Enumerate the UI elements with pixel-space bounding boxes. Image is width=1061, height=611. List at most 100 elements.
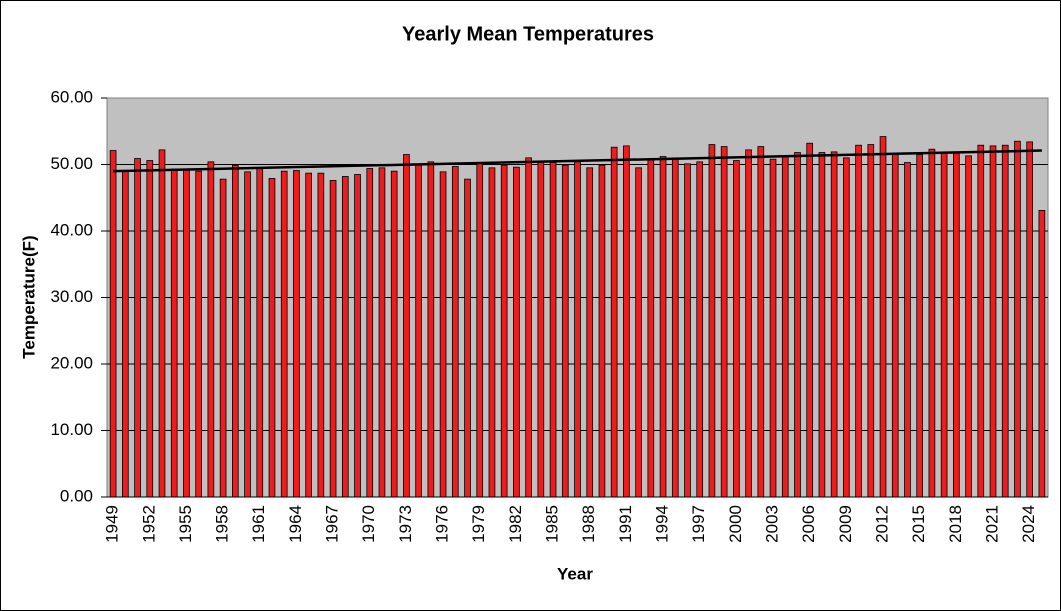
bar <box>623 145 630 498</box>
bar <box>818 152 826 498</box>
y-tick-label: 10.00 <box>50 420 93 439</box>
x-axis-label: Year <box>557 564 593 583</box>
bar <box>451 166 459 498</box>
bar <box>231 164 239 498</box>
x-tick-label: 1988 <box>579 505 598 543</box>
bar <box>207 161 215 498</box>
bar <box>794 152 801 498</box>
bar <box>696 161 704 498</box>
bar <box>427 161 435 498</box>
bar <box>1014 140 1021 498</box>
x-tick-label: 1970 <box>359 505 378 543</box>
bar <box>745 149 752 498</box>
bar <box>341 176 349 498</box>
x-tick-label: 1955 <box>176 505 195 543</box>
x-tick-label: 1976 <box>433 505 452 543</box>
x-tick-label: 2018 <box>946 505 965 543</box>
bar <box>757 146 765 498</box>
bar <box>415 164 422 498</box>
bar <box>183 168 190 498</box>
bar <box>366 168 374 498</box>
bar <box>671 157 679 498</box>
bar <box>647 158 655 498</box>
bar <box>989 145 997 498</box>
bar <box>806 142 814 498</box>
x-tick-label: 1961 <box>249 505 268 543</box>
bar <box>329 180 337 498</box>
bar <box>134 158 141 498</box>
bar <box>855 144 862 498</box>
bar <box>390 170 398 498</box>
x-tick-label: 2012 <box>873 505 892 543</box>
bar <box>720 146 728 498</box>
bar <box>965 155 972 498</box>
bar <box>867 144 875 498</box>
bar <box>561 164 569 498</box>
x-tick-label: 1997 <box>689 505 708 543</box>
bar <box>488 167 496 498</box>
chart-title: Yearly Mean Temperatures <box>402 23 654 45</box>
bar <box>464 178 471 498</box>
bar <box>977 144 985 498</box>
bar <box>598 164 606 498</box>
bar <box>891 154 899 498</box>
bar <box>439 171 447 498</box>
x-tick-label: 1982 <box>506 505 525 543</box>
bar <box>769 158 777 498</box>
bar <box>525 157 532 498</box>
bar <box>1038 209 1046 498</box>
x-tick-label: 1958 <box>213 505 232 543</box>
bar <box>305 172 312 498</box>
y-tick-label: 20.00 <box>50 353 93 372</box>
bar <box>879 136 887 498</box>
bar <box>170 168 178 498</box>
bar <box>928 148 936 498</box>
bar <box>733 160 740 498</box>
bar <box>610 146 618 498</box>
bar <box>708 144 716 498</box>
bar <box>256 167 264 498</box>
x-tick-label: 2000 <box>726 505 745 543</box>
bar <box>146 160 154 498</box>
bar <box>940 151 948 498</box>
bar <box>317 172 325 498</box>
trend-line <box>113 149 1042 173</box>
bar <box>158 149 166 498</box>
x-tick-label: 2015 <box>909 505 928 543</box>
x-tick-label: 2021 <box>982 505 1001 543</box>
y-tick-label: 0.00 <box>60 486 93 505</box>
bar <box>659 156 667 498</box>
bar <box>830 151 838 498</box>
y-tick-label: 40.00 <box>50 220 93 239</box>
bar <box>916 154 924 498</box>
bar <box>684 163 691 498</box>
bar <box>476 162 484 498</box>
bar <box>195 170 202 498</box>
bar <box>1001 144 1009 498</box>
x-tick-label: 2009 <box>836 505 855 543</box>
x-tick-label: 1994 <box>653 505 672 543</box>
y-tick-label: 50.00 <box>50 154 93 173</box>
bar <box>1026 141 1034 498</box>
x-tick-label: 1952 <box>139 505 158 543</box>
bar <box>219 178 227 498</box>
x-tick-label: 1991 <box>616 505 635 543</box>
y-tick-label: 60.00 <box>50 87 93 106</box>
bar <box>549 162 557 498</box>
x-tick-label: 2024 <box>1019 505 1038 543</box>
bar <box>904 162 911 498</box>
x-tick-label: 1973 <box>396 505 415 543</box>
bar <box>403 154 410 498</box>
bar <box>843 157 850 498</box>
x-tick-label: 1967 <box>323 505 342 543</box>
x-tick-label: 2003 <box>763 505 782 543</box>
x-tick-label: 2006 <box>799 505 818 543</box>
bar <box>635 167 642 498</box>
bar <box>293 170 300 498</box>
bar <box>109 150 117 498</box>
bar <box>586 167 594 498</box>
bar <box>574 161 581 498</box>
y-tick-label: 30.00 <box>50 287 93 306</box>
bar <box>244 171 251 498</box>
